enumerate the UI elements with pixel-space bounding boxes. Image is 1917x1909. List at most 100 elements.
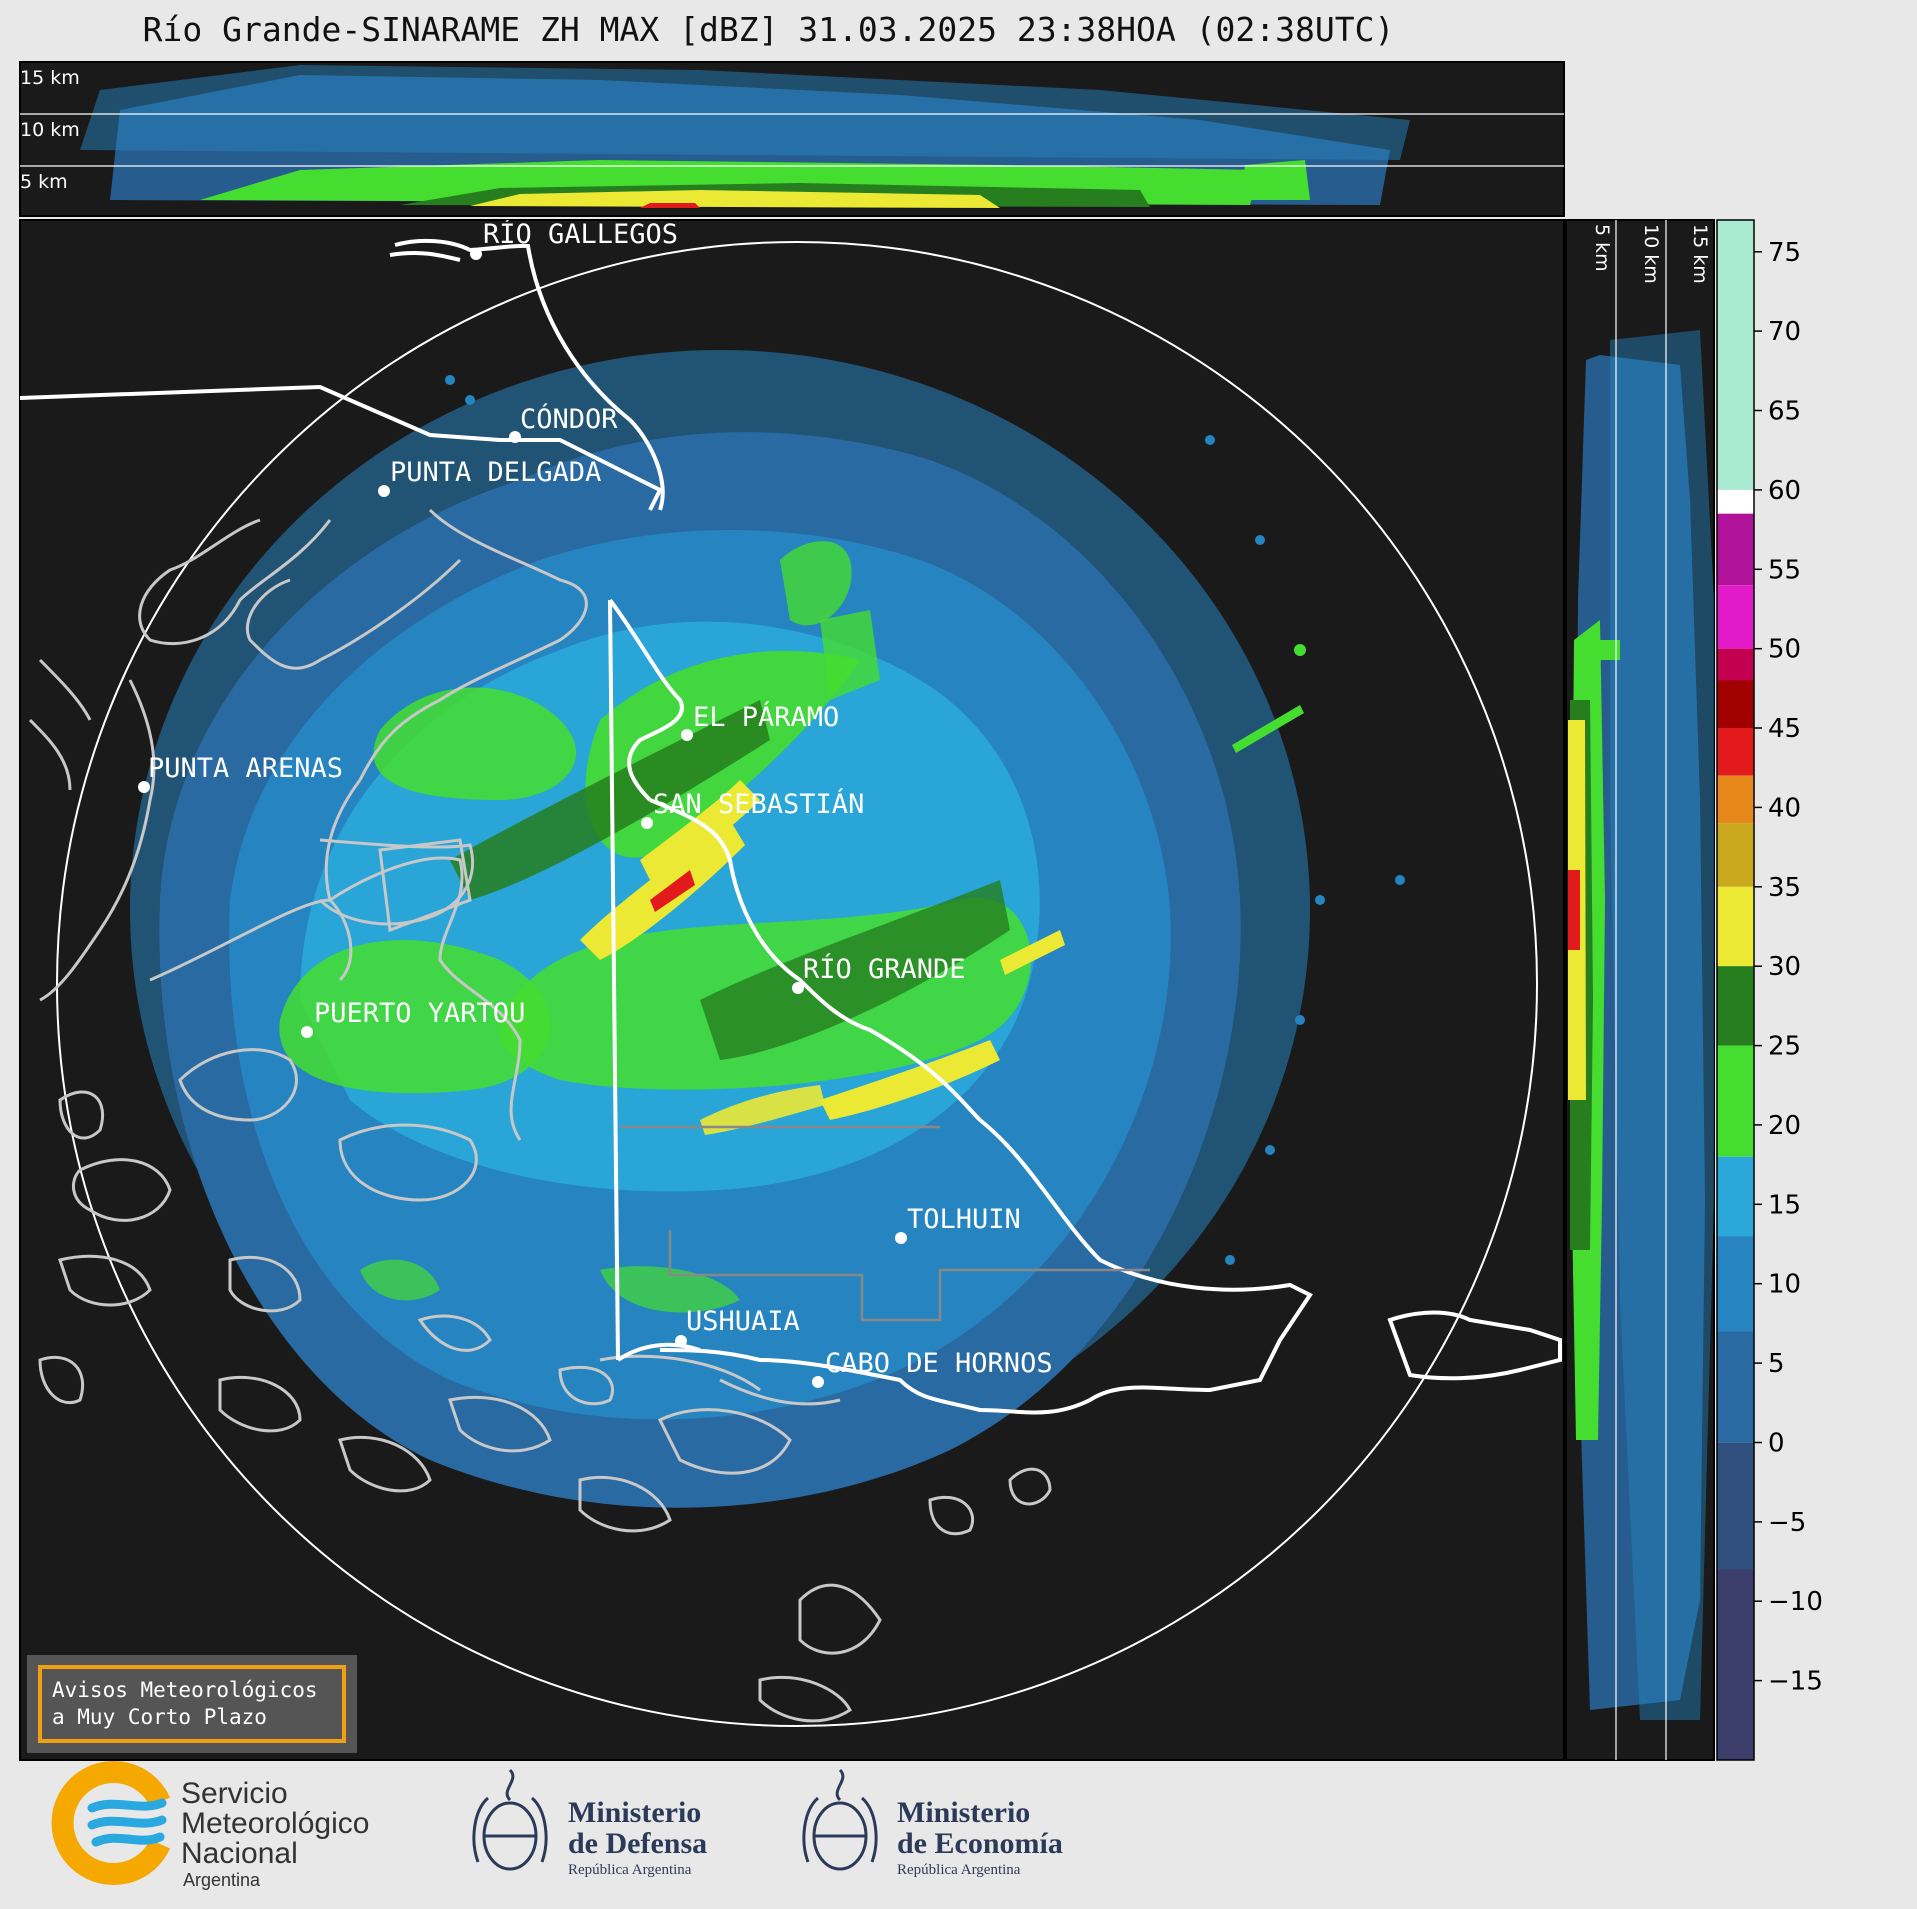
city-markers <box>138 248 907 1388</box>
colorbar-band <box>1717 680 1754 728</box>
coastlines <box>28 508 1052 1723</box>
side-section-echoes <box>1568 330 1714 1720</box>
city-dot-tolhuin <box>895 1232 907 1244</box>
city-dot-el-paramo <box>681 729 693 741</box>
side-height-label-10km: 10 km <box>1640 224 1662 284</box>
colorbar-band <box>1717 585 1754 649</box>
height-label-5km: 5 km <box>20 171 68 193</box>
colorbar-tick-label: 65 <box>1768 397 1801 427</box>
reflectivity-field <box>130 350 1405 1508</box>
city-label-puerto-yartou: PUERTO YARTOU <box>314 998 525 1029</box>
city-label-tolhuin: TOLHUIN <box>907 1204 1021 1235</box>
defensa-line2: de Defensa <box>568 1827 707 1860</box>
side-height-label-15km: 15 km <box>1689 224 1711 284</box>
colorbar-tick-label: 20 <box>1768 1111 1801 1141</box>
colorbar-band <box>1717 886 1754 967</box>
side-height-label-5km: 5 km <box>1591 224 1613 272</box>
coat-of-arms-icon <box>802 1768 878 1871</box>
city-dot-puerto-yartou <box>301 1026 313 1038</box>
defensa-line1: Ministerio <box>568 1796 701 1829</box>
colorbar-tick-label: −10 <box>1768 1587 1823 1617</box>
ministerio-defensa-logo: Ministerio de Defensa República Argentin… <box>472 1768 707 1878</box>
smn-emblem-icon <box>51 1761 171 1885</box>
city-label-el-paramo: EL PÁRAMO <box>693 701 839 733</box>
city-label-rio-gallegos: RÍO GALLEGOS <box>483 218 678 250</box>
colorbar-band <box>1717 823 1754 887</box>
side-cross-section-panel: 5 km 10 km 15 km <box>1565 219 1715 1761</box>
colorbar-tick-label: −15 <box>1768 1667 1823 1697</box>
colorbar-band <box>1717 1569 1754 1760</box>
colorbar-tick-label: 40 <box>1768 793 1801 823</box>
alert-box[interactable]: Avisos Meteorológicos a Muy Corto Plazo <box>27 1655 357 1753</box>
city-dot-rio-grande <box>792 982 804 994</box>
economia-line1: Ministerio <box>897 1796 1030 1829</box>
colorbar-tick-label: 15 <box>1768 1190 1801 1220</box>
city-label-punta-delgada: PUNTA DELGADA <box>390 457 601 488</box>
city-dot-san-sebastian <box>641 817 653 829</box>
colorbar-tick-label: 30 <box>1768 952 1801 982</box>
city-dot-cabo-de-hornos <box>812 1376 824 1388</box>
colorbar-band <box>1717 220 1754 490</box>
smn-line3: Nacional <box>181 1837 298 1870</box>
boundaries <box>20 238 1562 1415</box>
city-dot-punta-delgada <box>378 485 390 497</box>
city-dot-condor <box>509 431 521 443</box>
page-title: Río Grande-SINARAME ZH MAX [dBZ] 31.03.2… <box>142 10 1395 49</box>
city-label-condor: CÓNDOR <box>520 403 618 435</box>
city-label-cabo-de-hornos: CABO DE HORNOS <box>825 1348 1053 1379</box>
city-label-rio-grande: RÍO GRANDE <box>803 953 966 985</box>
coat-of-arms-icon <box>472 1768 548 1871</box>
top-cross-section-panel: 15 km 10 km 5 km <box>19 61 1565 217</box>
colorbar-tick-label: 10 <box>1768 1270 1801 1300</box>
colorbar-band <box>1717 648 1754 681</box>
alert-box-line2: a Muy Corto Plazo <box>52 1705 267 1729</box>
inner-boundary <box>620 1125 1150 1322</box>
colorbar-tick-label: 75 <box>1768 238 1801 268</box>
colorbar-band <box>1717 489 1754 514</box>
smn-logo: Servicio Meteorológico Nacional Argentin… <box>51 1761 369 1890</box>
city-label-ushuaia: USHUAIA <box>686 1306 800 1337</box>
colorbar-tick-label: 5 <box>1768 1349 1785 1379</box>
city-label-san-sebastian: SAN SEBASTIÁN <box>653 788 864 820</box>
height-label-10km: 10 km <box>20 119 80 141</box>
colorbar-band <box>1717 728 1754 776</box>
smn-line4: Argentina <box>183 1870 261 1890</box>
ministerio-economia-logo: Ministerio de Economía República Argenti… <box>802 1768 1063 1878</box>
colorbar-tick-label: 60 <box>1768 476 1801 506</box>
alert-box-line1: Avisos Meteorológicos <box>52 1678 318 1702</box>
colorbar-tick-label: 45 <box>1768 714 1801 744</box>
height-label-15km: 15 km <box>20 67 80 89</box>
top-section-echoes <box>80 65 1410 208</box>
colorbar-band <box>1717 1442 1754 1570</box>
city-dot-ushuaia <box>675 1335 687 1347</box>
colorbar-band <box>1717 966 1754 1046</box>
colorbar-tick-label: 55 <box>1768 555 1801 585</box>
city-dot-punta-arenas <box>138 781 150 793</box>
colorbar-tick-label: 25 <box>1768 1032 1801 1062</box>
smn-line2: Meteorológico <box>181 1807 369 1840</box>
economia-line2: de Economía <box>897 1827 1063 1860</box>
range-ring <box>56 241 1538 1727</box>
colorbar-tick-label: 0 <box>1768 1429 1785 1459</box>
city-label-punta-arenas: PUNTA ARENAS <box>148 753 343 784</box>
colorbar-band <box>1717 1236 1754 1332</box>
colorbar-tick-label: 35 <box>1768 873 1801 903</box>
colorbar-band <box>1717 775 1754 824</box>
colorbar-band <box>1717 513 1754 586</box>
defensa-line3: República Argentina <box>568 1862 692 1878</box>
colorbar-band <box>1717 1156 1754 1237</box>
colorbar-band <box>1717 1045 1754 1157</box>
colorbar-band <box>1717 1331 1754 1443</box>
city-labels: RÍO GALLEGOS CÓNDOR PUNTA DELGADA PUNTA … <box>148 218 1053 1379</box>
colorbar-tick-label: 50 <box>1768 635 1801 665</box>
radar-map-panel: RÍO GALLEGOS CÓNDOR PUNTA DELGADA PUNTA … <box>19 218 1565 1761</box>
colorbar-tick-label: −5 <box>1768 1508 1806 1538</box>
city-dot-rio-gallegos <box>470 248 482 260</box>
economia-line3: República Argentina <box>897 1862 1021 1878</box>
colorbar-bands <box>1717 220 1754 1760</box>
smn-line1: Servicio <box>181 1777 288 1810</box>
colorbar-tick-label: 70 <box>1768 317 1801 347</box>
